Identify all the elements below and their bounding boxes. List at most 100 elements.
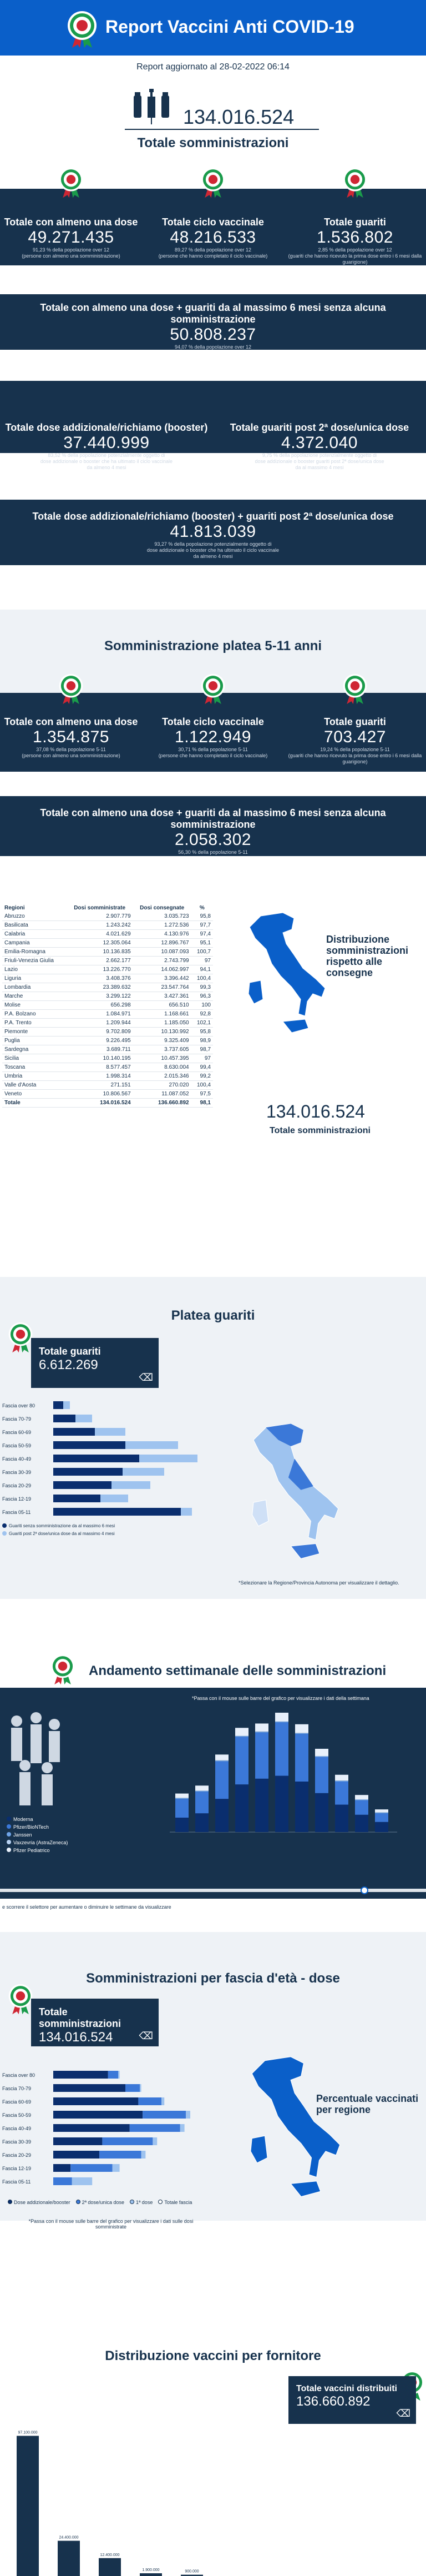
italy-map-delivery[interactable] bbox=[239, 910, 333, 1044]
table-row[interactable]: Sardegna 3.689.711 3.737.605 98,7 bbox=[2, 1045, 213, 1054]
eraser-icon[interactable]: ⌫ bbox=[139, 2030, 153, 2041]
legend-item[interactable]: Pfizer Pediatrico bbox=[7, 1847, 68, 1854]
weekly-bar[interactable] bbox=[235, 1728, 248, 1736]
weekly-bar[interactable] bbox=[275, 1712, 288, 1722]
age-bar[interactable] bbox=[125, 2084, 140, 2092]
table-row[interactable]: Valle d'Aosta 271.151 270.020 100,4 bbox=[2, 1081, 213, 1090]
legend-item[interactable]: Janssen bbox=[7, 1831, 68, 1839]
age-bar[interactable] bbox=[99, 2151, 141, 2159]
weekly-bar[interactable] bbox=[315, 1757, 328, 1793]
supplier-bar-chart[interactable]: 97.100.000 24.400.000 12.400.000 1.900.000 9… bbox=[0, 2421, 233, 2576]
recovered-bar[interactable] bbox=[53, 1441, 125, 1449]
age-bar[interactable] bbox=[141, 2151, 146, 2159]
table-row[interactable]: Puglia 9.226.495 9.325.409 98,9 bbox=[2, 1037, 213, 1045]
weekly-bar[interactable] bbox=[295, 1724, 308, 1733]
weekly-bar[interactable] bbox=[375, 1822, 388, 1832]
table-row[interactable]: P.A. Trento 1.209.944 1.185.050 102,1 bbox=[2, 1019, 213, 1028]
weekly-bar[interactable] bbox=[255, 1778, 268, 1832]
weekly-bar[interactable] bbox=[215, 1799, 229, 1832]
weekly-bar[interactable] bbox=[215, 1760, 229, 1761]
legend-item[interactable]: Dose addizionale/booster bbox=[8, 2200, 70, 2205]
recovered-bar[interactable] bbox=[95, 1428, 125, 1436]
recovered-bar[interactable] bbox=[53, 1455, 139, 1462]
table-row[interactable]: Umbria 1.998.314 2.015.346 99,2 bbox=[2, 1072, 213, 1081]
table-row[interactable]: Emilia-Romagna 10.136.835 10.087.093 100,7 bbox=[2, 948, 213, 957]
slider-handle[interactable] bbox=[361, 1886, 368, 1894]
age-bar[interactable] bbox=[70, 2164, 113, 2172]
table-row[interactable]: Molise 656.298 656.510 100 bbox=[2, 1001, 213, 1010]
weekly-bar[interactable] bbox=[175, 1798, 189, 1799]
weekly-bar[interactable] bbox=[315, 1748, 328, 1756]
weekly-bar[interactable] bbox=[335, 1774, 348, 1781]
weekly-bar[interactable] bbox=[175, 1793, 189, 1798]
table-row[interactable]: Calabria 4.021.629 4.130.976 97,4 bbox=[2, 930, 213, 939]
recovered-bar[interactable] bbox=[63, 1401, 70, 1409]
weekly-bar[interactable] bbox=[315, 1755, 328, 1757]
week-range-slider[interactable] bbox=[0, 1889, 426, 1892]
weekly-bar[interactable] bbox=[275, 1722, 288, 1776]
eraser-icon[interactable]: ⌫ bbox=[139, 1372, 153, 1383]
weekly-bar[interactable] bbox=[295, 1782, 308, 1832]
recovered-bar[interactable] bbox=[125, 1441, 178, 1449]
age-bar-chart[interactable]: Fascia over 80 Fascia 70-79 Fascia 60-69 Fa… bbox=[0, 2065, 222, 2198]
weekly-bar[interactable] bbox=[195, 1813, 209, 1832]
weekly-bar[interactable] bbox=[335, 1782, 348, 1805]
age-bar[interactable] bbox=[53, 2137, 103, 2145]
age-bar[interactable] bbox=[143, 2111, 186, 2119]
legend-item[interactable]: Vaxzevria (AstraZeneca) bbox=[7, 1839, 68, 1847]
weekly-bar[interactable] bbox=[295, 1733, 308, 1734]
table-row[interactable]: Toscana 8.577.457 8.630.004 99,4 bbox=[2, 1063, 213, 1072]
weekly-bar[interactable] bbox=[355, 1800, 368, 1815]
weekly-bar[interactable] bbox=[335, 1804, 348, 1832]
weekly-bar[interactable] bbox=[375, 1809, 388, 1813]
table-row[interactable]: P.A. Bolzano 1.084.971 1.168.661 92,8 bbox=[2, 1010, 213, 1019]
weekly-bar[interactable] bbox=[235, 1736, 248, 1737]
table-row[interactable]: Campania 12.305.064 12.896.767 95,1 bbox=[2, 939, 213, 948]
legend-item[interactable]: Totale fascia bbox=[158, 2200, 192, 2205]
age-bar[interactable] bbox=[53, 2164, 71, 2172]
recovered-bar[interactable] bbox=[53, 1481, 111, 1489]
age-bar[interactable] bbox=[180, 2124, 185, 2132]
supplier-bar[interactable] bbox=[17, 2436, 39, 2576]
age-bar[interactable] bbox=[140, 2084, 141, 2092]
weekly-bar[interactable] bbox=[235, 1735, 248, 1737]
weekly-bar[interactable] bbox=[255, 1732, 268, 1779]
weekly-bar[interactable] bbox=[355, 1814, 368, 1832]
legend-item[interactable]: 2ª dose/unica dose bbox=[75, 2200, 124, 2205]
weekly-bar[interactable] bbox=[355, 1795, 368, 1799]
recovered-bar-chart[interactable]: Fascia over 80 Fascia 70-79 Fascia 60-69 Fa… bbox=[0, 1388, 222, 1577]
weekly-bar[interactable] bbox=[275, 1775, 288, 1832]
age-bar[interactable] bbox=[53, 2097, 139, 2105]
weekly-bar[interactable] bbox=[235, 1784, 248, 1832]
supplier-bar[interactable] bbox=[140, 2573, 162, 2576]
age-bar[interactable] bbox=[53, 2177, 72, 2185]
weekly-bar[interactable] bbox=[195, 1790, 209, 1791]
weekly-bar[interactable] bbox=[295, 1734, 308, 1782]
weekly-bar[interactable] bbox=[235, 1737, 248, 1785]
recovered-bar[interactable] bbox=[53, 1495, 100, 1502]
age-bar[interactable] bbox=[72, 2177, 93, 2185]
age-bar[interactable] bbox=[112, 2164, 120, 2172]
weekly-bar[interactable] bbox=[375, 1813, 388, 1822]
weekly-bar[interactable] bbox=[375, 1812, 388, 1813]
recovered-bar[interactable] bbox=[181, 1508, 192, 1516]
age-bar[interactable] bbox=[186, 2111, 190, 2119]
recovered-bar[interactable] bbox=[53, 1415, 75, 1422]
table-row[interactable]: Friuli-Venezia Giulia 2.662.177 2.743.799 9… bbox=[2, 957, 213, 965]
table-row[interactable]: Liguria 3.408.376 3.396.442 100,4 bbox=[2, 974, 213, 983]
table-row[interactable]: Abruzzo 2.907.779 3.035.723 95,8 bbox=[2, 912, 213, 921]
supplier-bar[interactable] bbox=[181, 2574, 203, 2576]
col-percent[interactable]: % bbox=[199, 905, 205, 911]
age-bar[interactable] bbox=[161, 2097, 165, 2105]
recovered-bar[interactable] bbox=[53, 1428, 95, 1436]
weekly-bar[interactable] bbox=[335, 1780, 348, 1781]
table-row[interactable]: Piemonte 9.702.809 10.130.992 95,8 bbox=[2, 1028, 213, 1037]
weekly-bar[interactable] bbox=[215, 1754, 229, 1760]
weekly-bar[interactable] bbox=[175, 1799, 189, 1818]
legend-item[interactable]: 1ª dose bbox=[129, 2200, 153, 2205]
age-bar[interactable] bbox=[118, 2071, 120, 2079]
italy-map-age[interactable] bbox=[239, 2054, 349, 2210]
weekly-bar[interactable] bbox=[355, 1799, 368, 1800]
recovered-bar[interactable] bbox=[111, 1481, 150, 1489]
weekly-bar[interactable] bbox=[195, 1792, 209, 1814]
